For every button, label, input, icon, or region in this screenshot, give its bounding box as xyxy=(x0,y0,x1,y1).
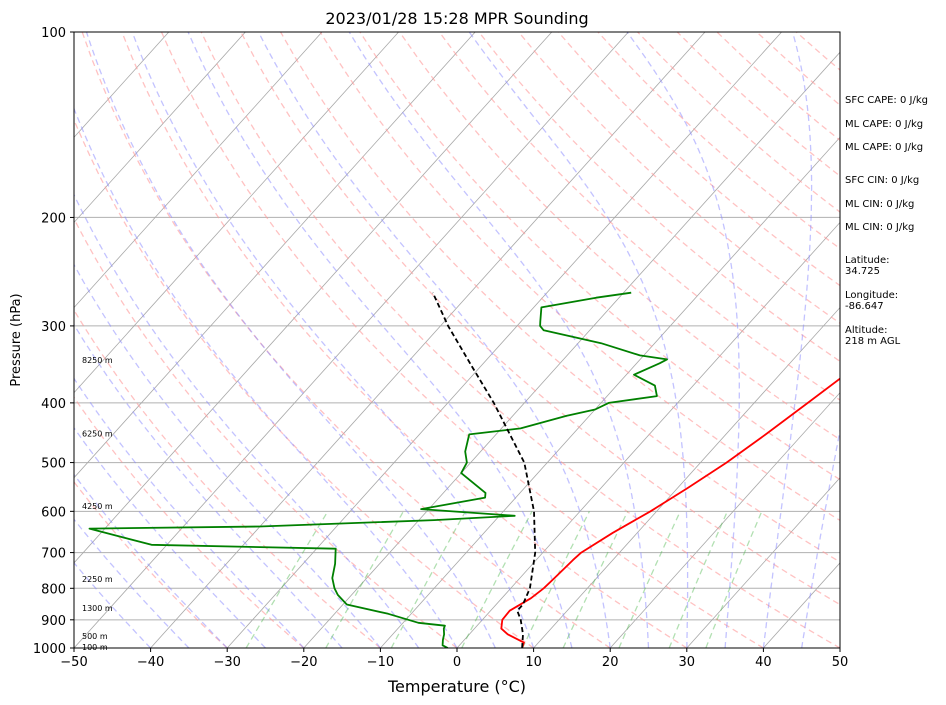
y-tick-label: 900 xyxy=(41,614,66,629)
sounding-stat-text: SFC CAPE: 0 J/kg xyxy=(845,95,928,106)
chart-title: 2023/01/28 15:28 MPR Sounding xyxy=(325,9,588,28)
isotherm-line xyxy=(74,32,399,394)
isotherm-line xyxy=(380,136,840,648)
sounding-stat-text: Altitude: 218 m AGL xyxy=(845,325,901,347)
x-tick-label: 0 xyxy=(453,655,461,670)
isotherm-line xyxy=(609,392,840,648)
sounding-stat-text: SFC CIN: 0 J/kg xyxy=(845,175,920,186)
mixing-ratio-line xyxy=(562,511,629,648)
x-tick-label: −50 xyxy=(60,655,87,670)
parcel-path-line xyxy=(431,292,537,648)
dry-adiabat-line xyxy=(121,32,688,648)
x-tick-label: −20 xyxy=(290,655,317,670)
x-tick-label: −40 xyxy=(137,655,164,670)
x-tick-label: 50 xyxy=(832,655,849,670)
isotherm-line xyxy=(150,32,706,648)
moist-adiabat-line xyxy=(85,32,496,648)
moist-adiabat-line xyxy=(257,32,611,648)
moist-adiabat-line xyxy=(626,32,740,648)
dewpoint-line xyxy=(88,291,668,648)
sounding-stat-text: Longitude: -86.647 xyxy=(845,290,899,312)
sounding-stat-text: ML CIN: 0 J/kg xyxy=(845,222,915,233)
moist-adiabat-line xyxy=(187,32,573,648)
sounding-stat-text: Latitude: 34.725 xyxy=(845,255,890,277)
sounding-stat-text: ML CAPE: 0 J/kg xyxy=(845,142,924,153)
x-tick-label: 40 xyxy=(755,655,772,670)
dry-adiabat-line xyxy=(74,217,458,648)
isotherm-line xyxy=(74,32,629,648)
dry-adiabat-line xyxy=(200,32,840,648)
isotherm-line xyxy=(74,32,476,479)
mixing-ratio-line xyxy=(618,511,681,648)
x-tick-label: 20 xyxy=(602,655,619,670)
isotherm-line xyxy=(303,51,840,648)
y-tick-label: 600 xyxy=(41,505,66,520)
isotherm-line xyxy=(226,32,782,648)
moist-adiabat-line xyxy=(74,193,420,648)
y-tick-label: 700 xyxy=(41,547,66,562)
moist-adiabat-line xyxy=(131,32,535,648)
mixing-ratio-line xyxy=(521,511,590,648)
x-tick-label: 10 xyxy=(525,655,542,670)
moist-adiabat-line xyxy=(74,263,381,648)
dry-adiabat-line xyxy=(518,32,840,324)
sounding-stat-text: ML CAPE: 0 J/kg xyxy=(845,119,924,130)
dry-adiabat-line xyxy=(319,32,840,522)
x-tick-label: 30 xyxy=(679,655,696,670)
isotherm-line xyxy=(456,221,840,648)
x-tick-label: −30 xyxy=(213,655,240,670)
dry-adiabat-line xyxy=(280,32,840,563)
dry-adiabat-line xyxy=(74,480,228,648)
isotherm-line xyxy=(74,32,170,138)
y-tick-label: 1000 xyxy=(33,642,66,657)
isotherm-line xyxy=(74,32,323,309)
moist-adiabat-line xyxy=(74,106,458,648)
isotherm-line xyxy=(74,32,553,564)
mixing-ratio-line xyxy=(461,511,533,648)
isotherm-line xyxy=(686,477,840,648)
dry-adiabat-line xyxy=(74,118,534,648)
mixing-ratio-line xyxy=(245,510,329,648)
isotherm-line xyxy=(74,32,246,224)
mixing-ratio-line xyxy=(390,510,466,648)
height-label: 6250 m xyxy=(82,429,113,438)
dry-adiabat-line xyxy=(74,308,381,648)
y-tick-label: 800 xyxy=(41,582,66,597)
sounding-stat-text: ML CIN: 0 J/kg xyxy=(845,199,915,210)
isotherm-line xyxy=(533,306,840,648)
height-label: 500 m xyxy=(82,632,108,641)
height-label: 8250 m xyxy=(82,356,113,365)
moist-adiabat-line xyxy=(74,518,190,648)
dry-adiabat-line xyxy=(557,32,840,287)
height-label: 4250 m xyxy=(82,502,113,511)
dry-adiabat-line xyxy=(240,32,840,606)
y-axis-label: Pressure (hPa) xyxy=(9,293,24,386)
height-label: 1300 m xyxy=(82,604,113,613)
dry-adiabat-line xyxy=(478,32,840,363)
dry-adiabat-line xyxy=(74,396,305,648)
moist-adiabat-line xyxy=(762,32,813,648)
mixing-ratio-line xyxy=(668,511,728,648)
y-tick-label: 200 xyxy=(41,211,66,226)
mixing-ratio-line xyxy=(705,511,763,648)
moist-adiabat-line xyxy=(801,427,840,648)
dry-adiabat-line xyxy=(81,32,611,648)
y-tick-label: 500 xyxy=(41,457,66,472)
moist-adiabat-line xyxy=(468,32,689,648)
x-axis-label: Temperature (°C) xyxy=(387,677,526,696)
height-label: 2250 m xyxy=(82,575,113,584)
x-tick-label: −10 xyxy=(367,655,394,670)
y-tick-label: 400 xyxy=(41,397,66,412)
temperature-line xyxy=(500,377,840,648)
moist-adiabat-line xyxy=(74,473,228,648)
y-tick-label: 300 xyxy=(41,320,66,335)
dry-adiabat-line xyxy=(160,32,764,648)
moist-adiabat-line xyxy=(348,32,650,648)
y-tick-label: 100 xyxy=(41,26,66,41)
mixing-ratio-line xyxy=(325,510,404,648)
moist-adiabat-line xyxy=(74,426,266,648)
